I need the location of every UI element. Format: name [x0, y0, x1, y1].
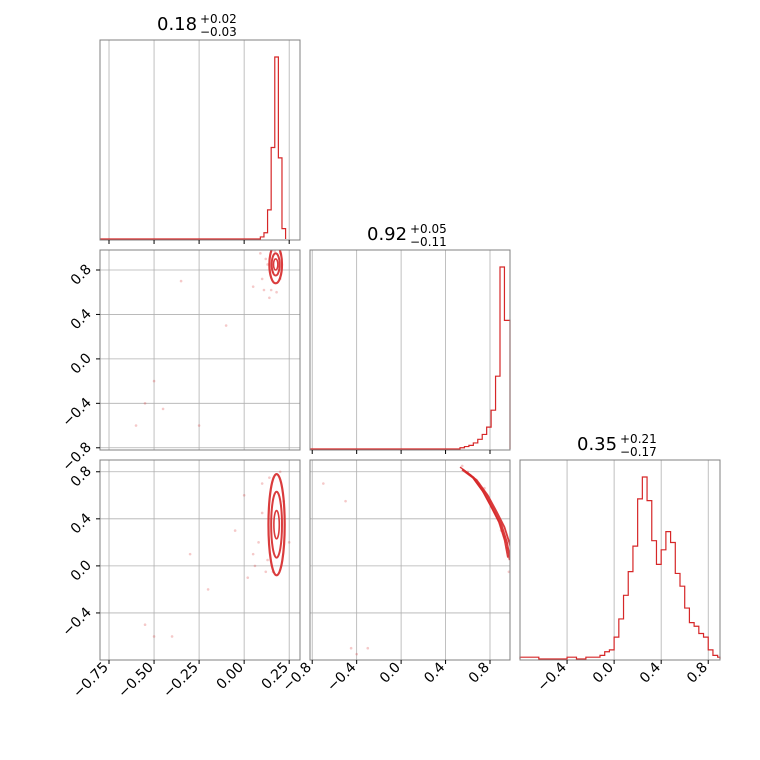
sample-point — [161, 407, 165, 411]
sample-point — [269, 288, 273, 292]
sample-point — [264, 257, 268, 261]
sample-point — [344, 499, 347, 503]
sample-point — [260, 511, 264, 515]
sample-point — [260, 277, 264, 281]
histogram-step — [100, 56, 287, 240]
panel-content — [143, 470, 291, 638]
panel-frame — [519, 459, 721, 661]
sample-point — [257, 541, 260, 544]
sample-point — [143, 623, 147, 627]
sample-point — [224, 324, 228, 327]
title-p2: 0.92 +0.05 −0.11 — [367, 222, 447, 249]
sample-point — [275, 290, 278, 294]
panel-hist-p3 — [519, 459, 721, 664]
sample-point — [268, 296, 271, 300]
sample-point — [507, 570, 510, 574]
title-p1: 0.18 +0.02 −0.03 — [157, 12, 237, 39]
sample-point — [278, 470, 282, 474]
sample-point — [246, 576, 250, 579]
panel-frame — [99, 459, 301, 661]
panel-content — [134, 250, 284, 427]
title-p2-plus: +0.05 — [410, 222, 447, 236]
sample-point — [349, 646, 353, 650]
sample-point — [460, 464, 464, 468]
sample-point — [197, 424, 201, 427]
panel-content — [322, 464, 510, 656]
sample-point — [251, 285, 255, 288]
sample-point — [152, 379, 156, 383]
panel-frame — [309, 249, 511, 451]
contour-level — [270, 252, 281, 277]
panel-2d-p2-p3 — [309, 459, 511, 664]
title-p2-minus: −0.11 — [410, 235, 447, 249]
histogram-step — [519, 476, 721, 660]
histogram-step — [310, 266, 511, 450]
sample-point — [266, 558, 269, 562]
panel-2d-p1-p2 — [96, 249, 301, 451]
sample-point — [233, 529, 237, 532]
sample-point — [260, 482, 264, 485]
sample-point — [262, 288, 266, 292]
sample-point — [152, 635, 156, 638]
contour-level — [270, 490, 283, 559]
title-p3-value: 0.35 — [577, 434, 617, 455]
title-p3: 0.35 +0.21 −0.17 — [577, 432, 657, 459]
contour-arc — [459, 466, 509, 558]
contour-level — [273, 509, 281, 540]
contour-level — [267, 473, 286, 577]
sample-point — [134, 424, 138, 427]
sample-point — [355, 652, 358, 656]
panel-frame — [309, 459, 511, 661]
sample-point — [268, 476, 271, 479]
panel-2d-p1-p3 — [96, 459, 301, 664]
sample-point — [366, 646, 370, 650]
sample-point — [170, 635, 174, 638]
sample-point — [179, 279, 183, 283]
contour-arc — [465, 471, 510, 550]
title-p1-minus: −0.03 — [200, 25, 237, 39]
title-p3-minus: −0.17 — [620, 445, 657, 459]
contour-level — [268, 250, 284, 285]
sample-point — [143, 402, 147, 405]
sample-point — [264, 570, 268, 574]
sample-point — [242, 493, 246, 497]
title-p1-plus: +0.02 — [200, 12, 237, 26]
sample-point — [266, 263, 269, 266]
sample-point — [322, 482, 325, 485]
panel-frame — [99, 249, 301, 451]
panel-hist-p2 — [309, 249, 511, 454]
sample-point — [259, 252, 262, 255]
sample-point — [206, 588, 210, 591]
title-p2-value: 0.92 — [367, 224, 407, 245]
contour-level — [272, 258, 279, 271]
sample-point — [251, 552, 255, 556]
panel-hist-p1 — [99, 39, 301, 244]
sample-point — [253, 564, 257, 568]
title-p1-value: 0.18 — [157, 14, 197, 35]
sample-point — [273, 250, 277, 253]
title-p3-plus: +0.21 — [620, 432, 657, 446]
sample-point — [188, 552, 192, 556]
panel-frame — [99, 39, 301, 241]
sample-point — [287, 541, 291, 544]
